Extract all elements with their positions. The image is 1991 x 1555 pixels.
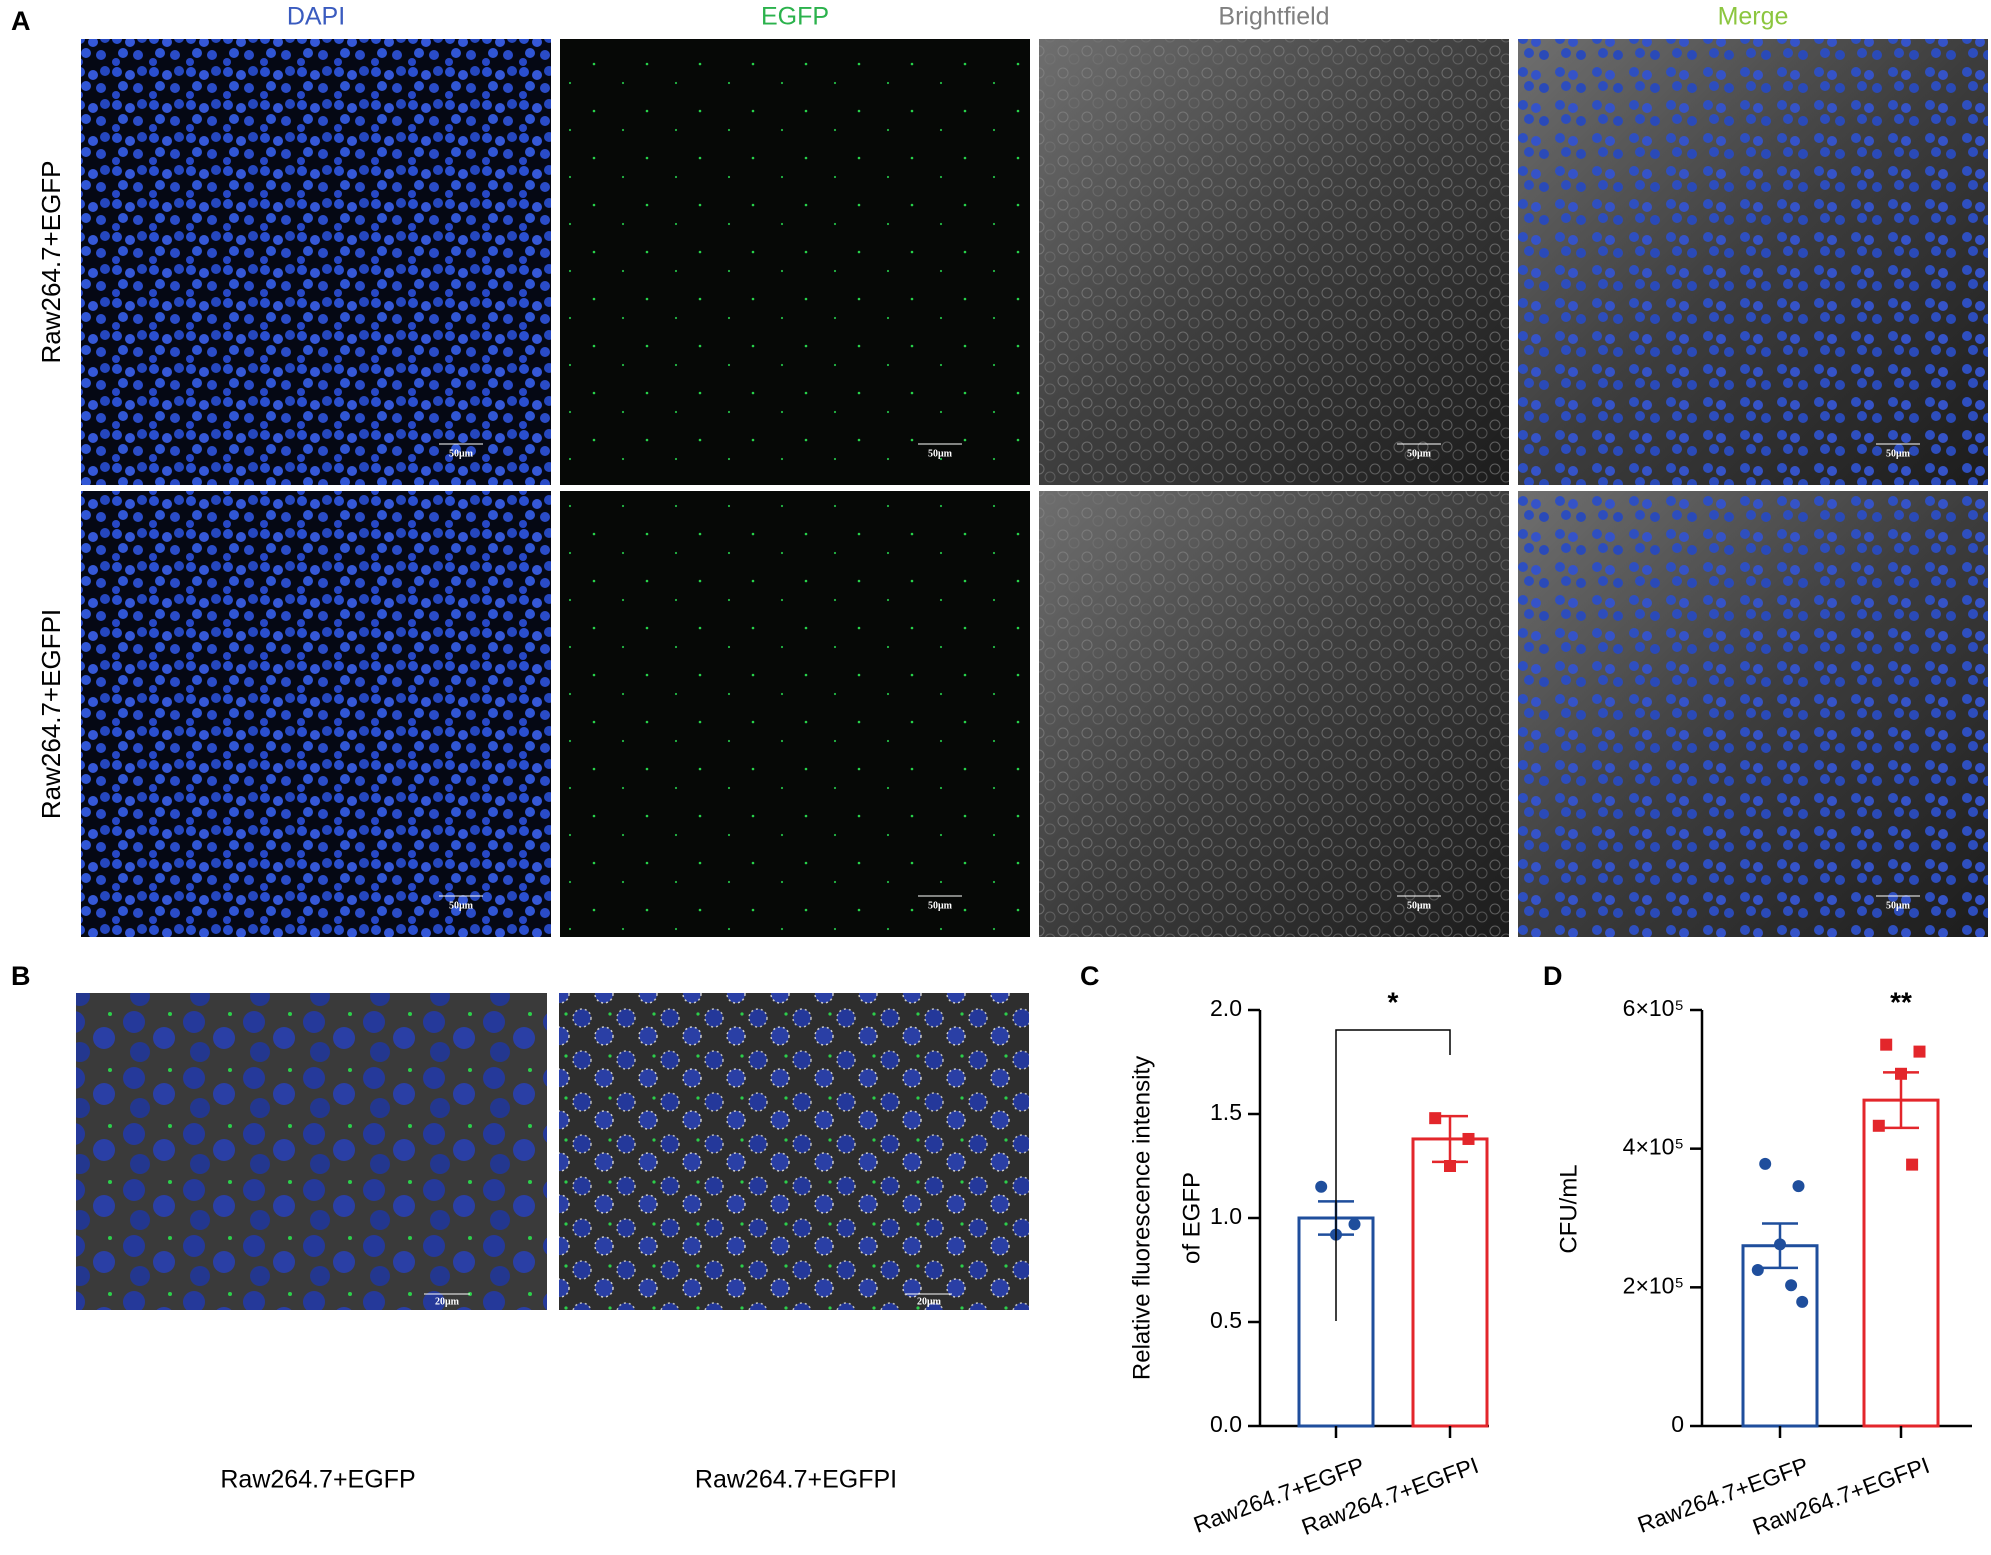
image-texture [559, 993, 1029, 1310]
image-egfp [560, 39, 1030, 485]
y-tick-label: 1.5 [1210, 1099, 1242, 1125]
data-point [1429, 1112, 1442, 1125]
data-point [1774, 1238, 1786, 1251]
caption: Raw264.7+EGFP [220, 1466, 415, 1494]
significance-bracket [1335, 1029, 1451, 1321]
panel-letter: C [1080, 961, 1100, 991]
y-tick-label: 0 [1671, 1411, 1684, 1437]
data-point [1751, 1264, 1764, 1276]
image-texture [76, 993, 547, 1310]
y-tick-label: 0.0 [1210, 1411, 1242, 1437]
data-point [1792, 1180, 1805, 1193]
image-texture [1039, 491, 1509, 937]
scale-bars: 50μm 50μm 50μm 50μm 50μm 50μm 50μm 50μm [439, 443, 1920, 911]
panel-letter: D [1543, 961, 1563, 991]
bar [1411, 1137, 1489, 1428]
image-dapi [81, 39, 551, 485]
scale-bar-label: 20μm [435, 1296, 460, 1307]
scale-bar-label: 50μm [449, 900, 474, 911]
image-dapi [81, 491, 551, 937]
column-title: Brightfield [1218, 3, 1329, 31]
y-tick-label: 2.0 [1210, 995, 1242, 1021]
scale-bar-label: 50μm [1407, 448, 1432, 459]
data-point [1906, 1158, 1919, 1171]
y-tick-label: 1.0 [1210, 1203, 1242, 1229]
scale-bar-label: 50μm [1886, 448, 1911, 459]
scale-bar-label: 50μm [928, 900, 953, 911]
scale-bar-label: 50μm [449, 448, 474, 459]
image-texture [1518, 39, 1988, 485]
column-title: DAPI [287, 3, 345, 31]
scale-bar-label: 50μm [928, 448, 953, 459]
scale-bar-label: 20μm [917, 1296, 942, 1307]
y-axis-label: of EGFP [1178, 1172, 1205, 1264]
row-label: Raw264.7+EGFP [36, 160, 66, 363]
significance-label: * [1388, 986, 1399, 1017]
image-texture [1518, 491, 1988, 937]
data-point [1872, 1119, 1885, 1132]
row-label: Raw264.7+EGFPI [36, 609, 66, 819]
data-point [1348, 1218, 1361, 1231]
image-egfp [560, 491, 1030, 937]
y-axis-label: CFU/mL [1555, 1164, 1582, 1253]
panel-letter: B [11, 961, 31, 991]
data-point [1880, 1038, 1893, 1051]
data-point [1315, 1180, 1328, 1193]
y-tick-label: 2×10⁵ [1623, 1272, 1684, 1298]
scale-bar-label: 50μm [1407, 900, 1432, 911]
charts: 0.0 0.5 1.0 1.5 2.0 Relative fluorescence int… [1128, 986, 1972, 1540]
bar [1862, 1098, 1940, 1428]
data-point [1895, 1067, 1907, 1080]
data-point [1759, 1157, 1772, 1170]
y-tick-label: 6×10⁵ [1623, 995, 1684, 1021]
panel-letter: A [11, 6, 31, 36]
image-grid [81, 39, 1988, 937]
caption: Raw264.7+EGFPI [695, 1466, 897, 1494]
y-tick-label: 0.5 [1210, 1307, 1242, 1333]
significance-label: ** [1890, 986, 1912, 1017]
scale-bar-label: 50μm [1886, 900, 1911, 911]
data-point [1462, 1132, 1475, 1145]
data-point [1796, 1295, 1809, 1308]
data-point [1913, 1045, 1926, 1058]
y-axis-label: Relative fluorescence intensity [1128, 1056, 1155, 1380]
y-tick-label: 4×10⁵ [1623, 1134, 1684, 1160]
data-point [1444, 1160, 1456, 1172]
column-title: Merge [1718, 3, 1789, 31]
image-texture [1039, 39, 1509, 485]
column-title: EGFP [761, 3, 829, 31]
data-point [1785, 1279, 1798, 1292]
